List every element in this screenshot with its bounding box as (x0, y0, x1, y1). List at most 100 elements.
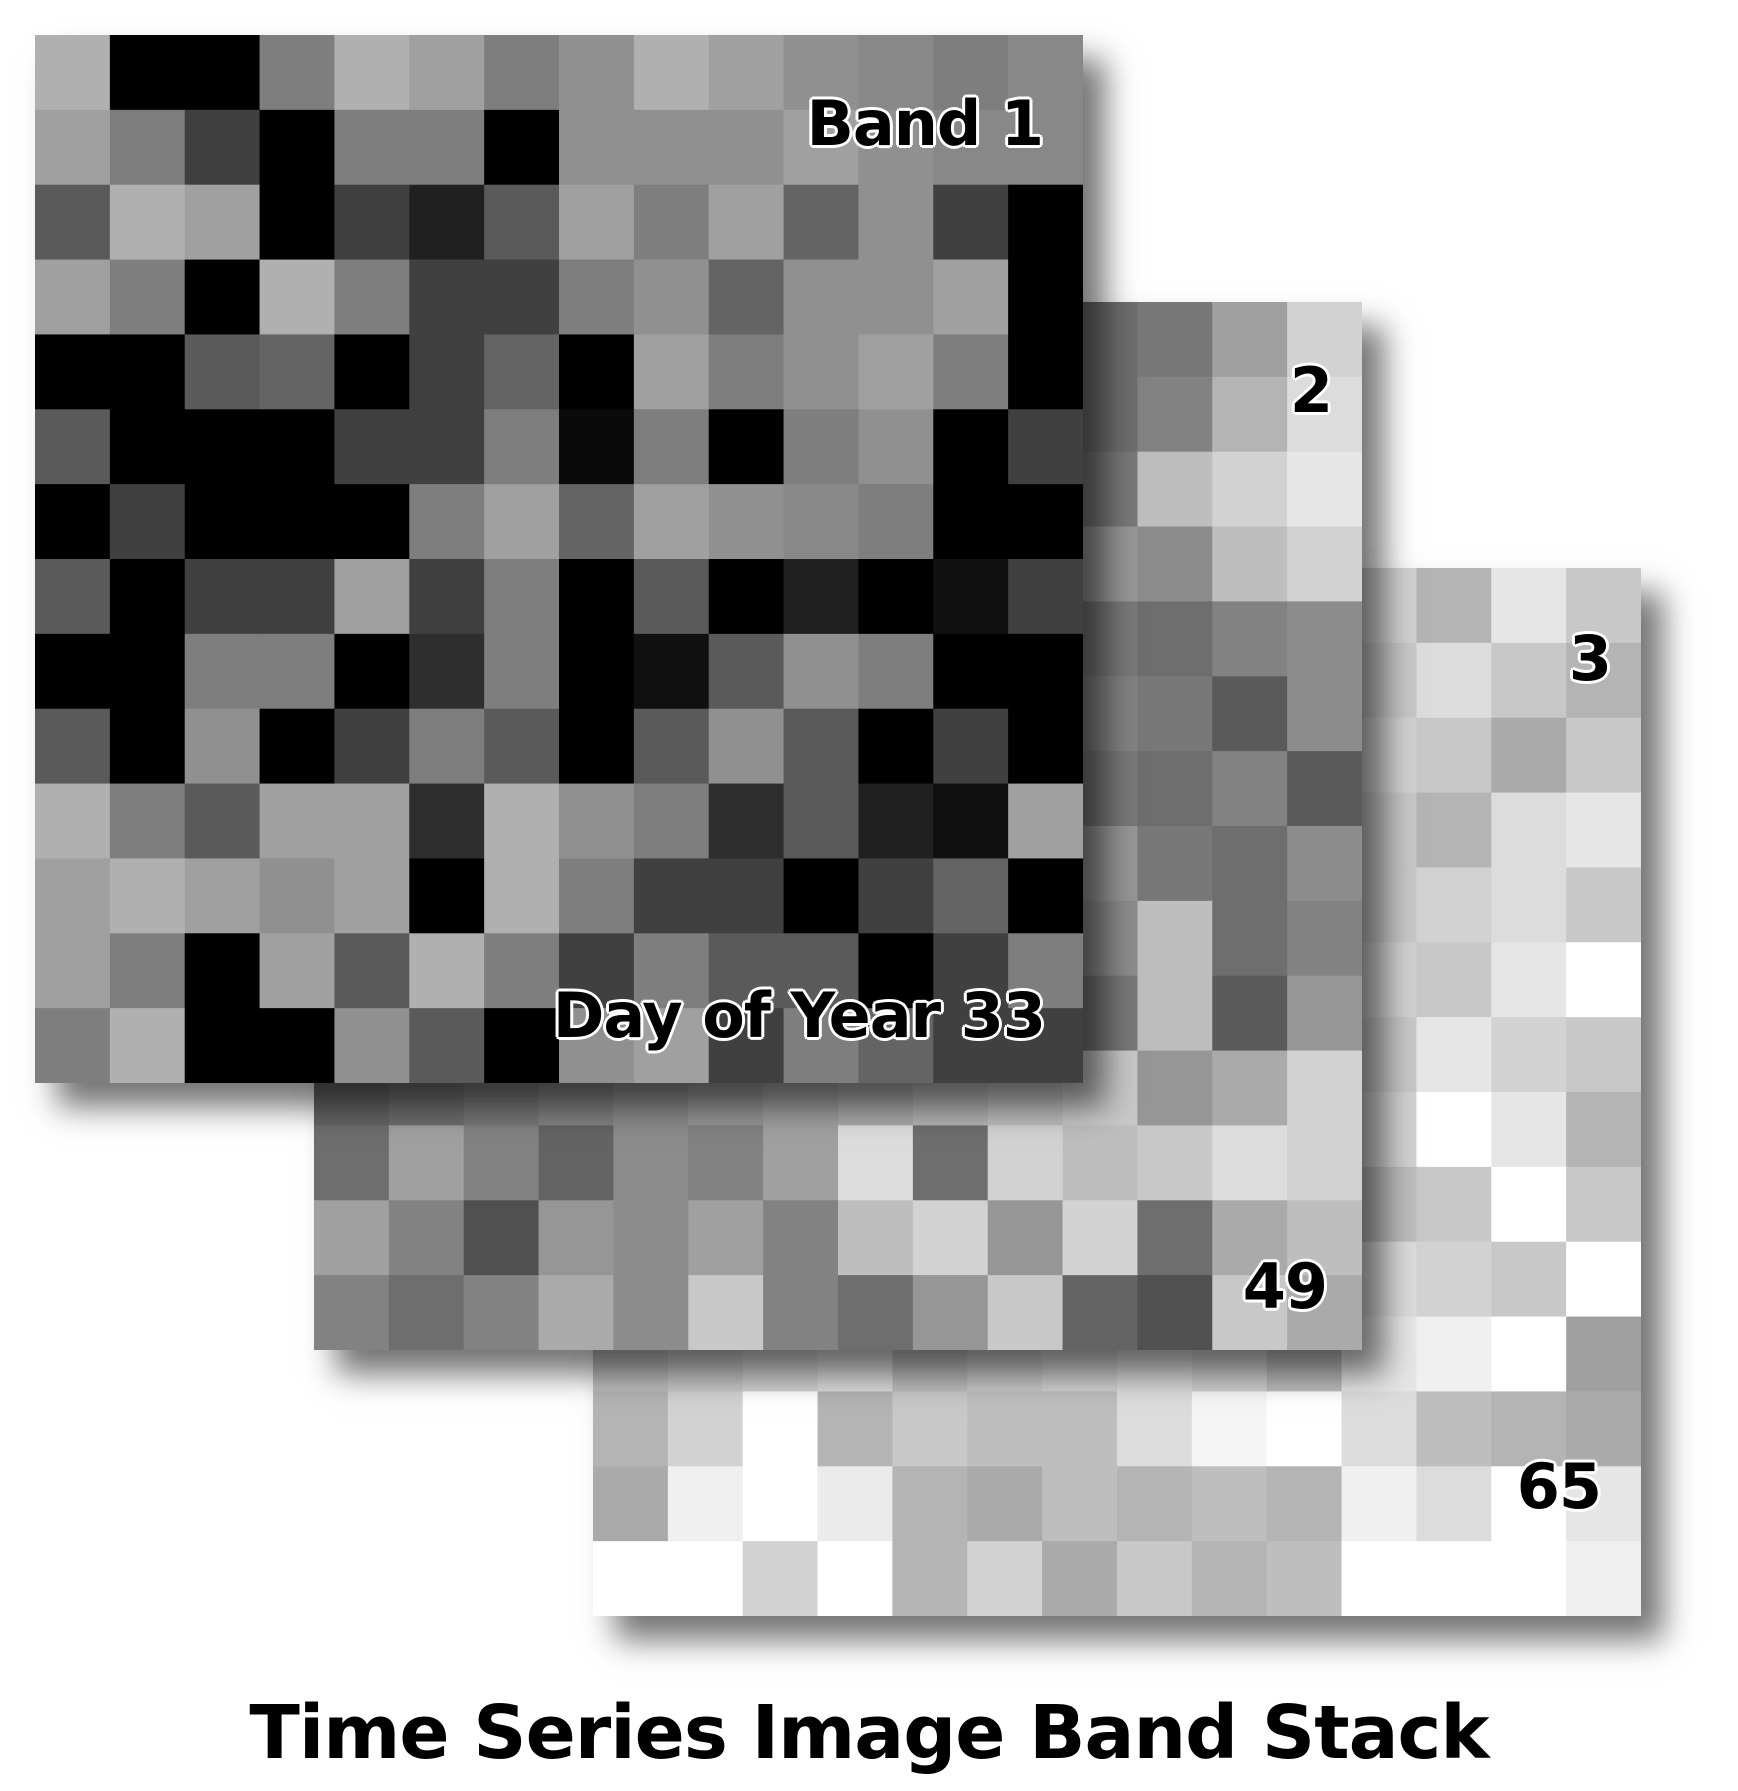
pixel-cell (892, 1466, 968, 1542)
pixel-cell (1566, 642, 1641, 719)
pixel-cell (858, 259, 934, 336)
pixel-grid-band-1 (35, 35, 1083, 1083)
pixel-cell (484, 559, 560, 635)
pixel-cell (1566, 1316, 1641, 1393)
pixel-cell (708, 35, 785, 111)
pixel-cell (633, 259, 710, 336)
pixel-cell (314, 1275, 390, 1350)
pixel-cell (933, 783, 1009, 860)
pixel-cell (1287, 376, 1362, 453)
pixel-cell (1042, 1391, 1118, 1467)
pixel-cell (783, 184, 860, 261)
pixel-cell (708, 409, 785, 485)
stack-caption: Time Series Image Band Stack (249, 1690, 1489, 1776)
pixel-cell (708, 484, 785, 560)
pixel-cell (259, 858, 336, 934)
pixel-cell (783, 409, 860, 485)
pixel-cell (484, 783, 560, 860)
pixel-cell (259, 1008, 336, 1083)
pixel-cell (1008, 109, 1083, 186)
pixel-cell (1212, 1275, 1288, 1350)
pixel-cell (184, 633, 261, 710)
pixel-cell (559, 109, 635, 186)
pixel-cell (1137, 751, 1213, 827)
pixel-cell (1137, 1125, 1213, 1201)
pixel-cell (184, 858, 261, 934)
pixel-cell (184, 708, 261, 785)
pixel-cell (1008, 559, 1083, 635)
pixel-cell (559, 559, 635, 635)
pixel-cell (109, 409, 186, 485)
pixel-cell (1191, 1541, 1268, 1616)
pixel-cell (35, 708, 111, 785)
pixel-cell (1062, 1200, 1139, 1276)
pixel-cell (783, 783, 860, 860)
pixel-cell (484, 334, 560, 410)
pixel-cell (1566, 1241, 1641, 1318)
pixel-cell (409, 334, 485, 410)
pixel-cell (1212, 1050, 1288, 1127)
pixel-cell (1266, 1541, 1343, 1616)
pixel-cell (1416, 642, 1492, 719)
pixel-cell (763, 1125, 839, 1201)
pixel-cell (334, 484, 410, 560)
pixel-cell (559, 633, 635, 710)
pixel-cell (1491, 568, 1567, 644)
pixel-cell (858, 409, 934, 485)
pixel-cell (633, 1008, 710, 1083)
pixel-cell (1566, 568, 1641, 644)
pixel-cell (858, 184, 934, 261)
pixel-cell (559, 409, 635, 485)
pixel-cell (1042, 1466, 1118, 1542)
pixel-cell (184, 484, 261, 560)
pixel-cell (708, 858, 785, 934)
pixel-cell (484, 484, 560, 560)
pixel-cell (1212, 826, 1288, 902)
pixel-cell (409, 184, 485, 261)
pixel-cell (334, 858, 410, 934)
pixel-cell (933, 484, 1009, 560)
band-1-label: Band 1 (806, 87, 1044, 160)
pixel-cell (838, 1275, 914, 1350)
pixel-cell (783, 109, 860, 186)
pixel-cell (334, 259, 410, 336)
pixel-cell (967, 1541, 1043, 1616)
pixel-cell (559, 708, 635, 785)
pixel-cell (184, 259, 261, 336)
pixel-cell (1491, 642, 1567, 719)
pixel-cell (1008, 1008, 1083, 1083)
pixel-cell (559, 933, 635, 1009)
pixel-cell (1287, 826, 1362, 902)
pixel-cell (912, 1200, 989, 1276)
pixel-cell (1062, 1275, 1139, 1350)
pixel-cell (259, 933, 336, 1009)
pixel-cell (559, 484, 635, 560)
pixel-cell (1137, 1050, 1213, 1127)
pixel-cell (1491, 1092, 1567, 1168)
pixel-cell (559, 1008, 635, 1083)
pixel-cell (1491, 1241, 1567, 1318)
pixel-cell (1287, 975, 1362, 1052)
pixel-cell (708, 783, 785, 860)
pixel-cell (484, 259, 560, 336)
band-2-label: 2 (1289, 354, 1333, 427)
pixel-cell (708, 1008, 785, 1083)
pixel-cell (1416, 867, 1492, 943)
pixel-cell (1008, 633, 1083, 710)
pixel-cell (1137, 376, 1213, 453)
pixel-cell (1287, 526, 1362, 603)
pixel-cell (858, 783, 934, 860)
pixel-cell (1137, 451, 1213, 528)
pixel-cell (933, 409, 1009, 485)
pixel-cell (667, 1466, 744, 1542)
pixel-cell (1416, 568, 1492, 644)
pixel-cell (1212, 676, 1288, 752)
pixel-cell (538, 1200, 615, 1276)
pixel-cell (633, 633, 710, 710)
pixel-cell (1491, 1391, 1567, 1467)
pixel-cell (987, 1125, 1064, 1201)
pixel-cell (1137, 302, 1213, 378)
pixel-cell (1287, 751, 1362, 827)
pixel-cell (858, 858, 934, 934)
pixel-cell (109, 109, 186, 186)
